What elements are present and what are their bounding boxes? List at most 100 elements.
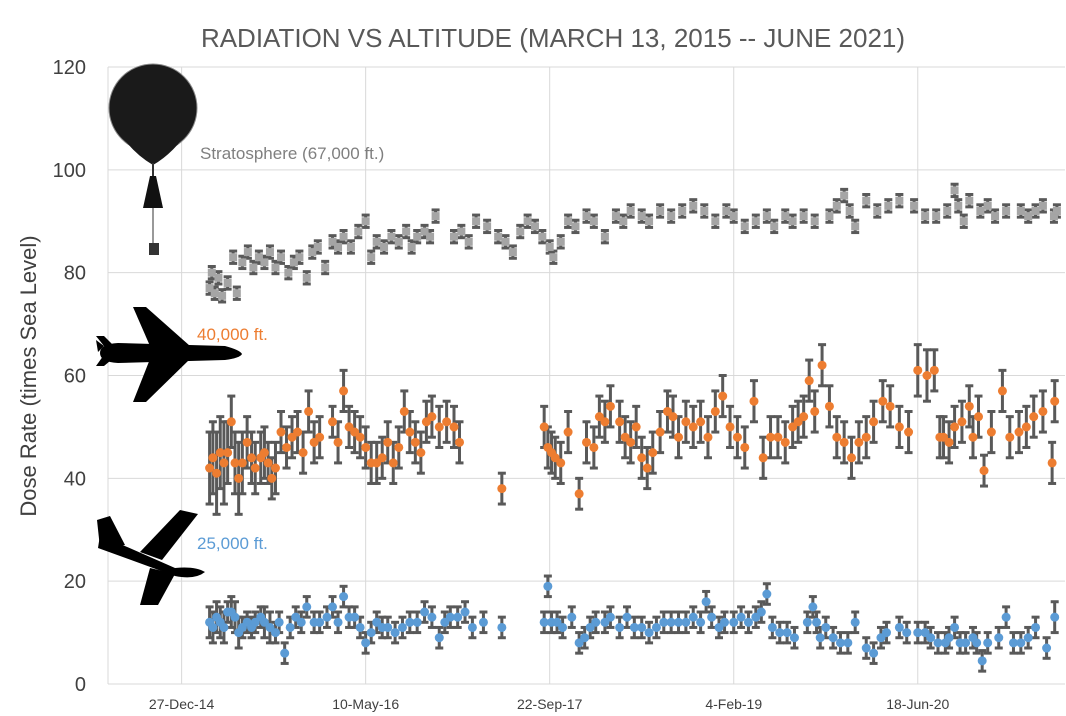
data-point [782,628,792,638]
data-point [1023,633,1033,643]
data-point [950,422,960,432]
data-point [539,422,549,432]
data-point [405,427,415,437]
x-tick-label: 27-Dec-14 [149,696,215,712]
data-point [361,442,371,452]
data-point [254,253,263,262]
data-point [689,201,698,210]
data-point [564,217,573,226]
data-point [467,622,477,632]
data-point [1031,622,1041,632]
data-point [626,437,636,447]
data-point [869,417,879,427]
data-point [762,589,772,599]
data-point [413,232,422,241]
data-point [961,638,971,648]
data-point [434,422,444,432]
data-point [250,463,260,473]
data-point [983,638,993,648]
data-point [804,376,814,386]
series-0 [205,182,1061,304]
data-point [333,617,343,627]
data-point [355,622,365,632]
data-point [651,622,661,632]
data-point [549,253,558,262]
balloon-icon [108,63,198,255]
data-point [538,232,547,241]
data-point [913,628,923,638]
data-point [282,442,292,452]
data-point [775,628,785,638]
data-point [845,206,854,215]
data-point [293,427,303,437]
data-point [725,422,735,432]
data-point [284,268,293,277]
data-point [1047,458,1057,468]
data-point [894,422,904,432]
data-point [410,437,420,447]
y-tick-label: 20 [64,571,86,593]
data-point [494,232,503,241]
data-point [720,617,730,627]
data-point [869,648,879,658]
data-point [354,227,363,236]
data-point [321,263,330,272]
x-tick-label: 10-May-16 [332,696,399,712]
data-point [426,232,435,241]
data-point [667,212,676,221]
data-point [545,242,554,251]
data-point [994,633,1004,643]
data-point [263,458,273,468]
data-point [271,263,280,272]
data-point [205,463,215,473]
y-tick-label: 40 [64,468,86,490]
data-point [243,248,252,257]
data-point [881,628,891,638]
data-point [666,617,676,627]
data-point [591,617,601,627]
y-axis-label: Dose Rate (times Sea Level) [16,235,41,516]
data-point [399,406,409,416]
data-point [313,242,322,251]
data-point [215,448,225,458]
data-point [416,448,426,458]
data-point [219,458,229,468]
data-point [442,417,452,427]
data-point [964,401,974,411]
data-point [751,217,760,226]
data-point [729,212,738,221]
data-point [770,222,779,231]
data-point [656,206,665,215]
data-point [383,437,393,447]
series-label-25000ft: 25,000 ft. [197,534,268,553]
data-point [637,622,647,632]
data-point [681,617,691,627]
data-point [339,386,349,396]
data-point [1038,201,1047,210]
data-point [895,196,904,205]
data-point [904,427,914,437]
data-point [644,628,654,638]
chart-title: RADIATION VS ALTITUDE (MARCH 13, 2015 --… [201,23,905,53]
data-point [648,448,658,458]
data-point [979,466,989,476]
data-point [615,417,625,427]
data-point [556,237,565,246]
data-point [802,617,812,627]
data-point [894,622,904,632]
series-label-40000ft: 40,000 ft. [197,325,268,344]
data-point [420,607,430,617]
data-point [766,432,776,442]
data-point [315,432,325,442]
data-point [445,612,455,622]
data-point [605,401,615,411]
data-point [449,232,458,241]
data-point [237,458,247,468]
data-point [260,258,269,267]
data-point [997,386,1007,396]
data-point [600,232,609,241]
data-point [950,186,959,195]
data-point [508,248,517,257]
data-point [722,206,731,215]
data-point [799,212,808,221]
